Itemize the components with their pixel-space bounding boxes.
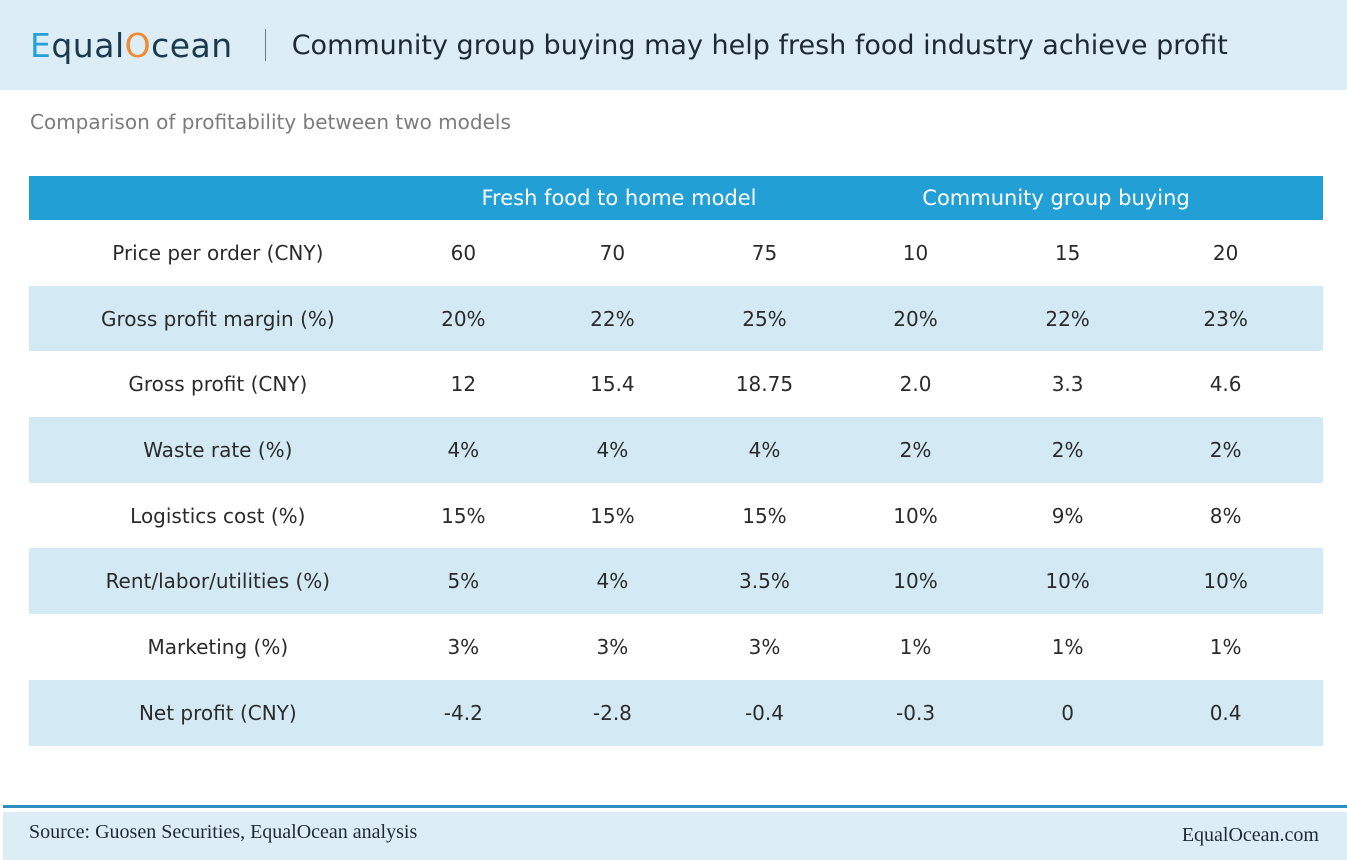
- table-cell: 9%: [1051, 503, 1084, 528]
- table-cell: 2.0: [899, 372, 932, 397]
- table-cell: 60: [450, 240, 477, 265]
- table-cell: 75: [751, 240, 778, 265]
- table-cell: 3%: [447, 634, 480, 659]
- row-label: Gross profit (CNY): [128, 372, 308, 397]
- table-row: Marketing (%) 3% 3% 3% 1% 1% 1%: [29, 614, 1323, 680]
- table-row: Gross profit margin (%) 20% 22% 25% 20% 22% 23…: [29, 285, 1323, 352]
- table-cell: 4%: [596, 569, 629, 594]
- table-cell: 15%: [590, 503, 635, 528]
- table-cell: 3%: [748, 634, 781, 659]
- table-cell: 2%: [899, 437, 932, 462]
- table-cell: 0: [1061, 700, 1074, 725]
- group-header-fresh-food: Fresh food to home model: [481, 186, 757, 210]
- table-cell: 20%: [441, 306, 486, 331]
- table-cell: 5%: [447, 569, 480, 594]
- table-row: Waste rate (%) 4% 4% 4% 2% 2% 2%: [29, 417, 1323, 483]
- table-cell: 3.3: [1051, 372, 1084, 397]
- chart-subtitle: Comparison of profitability between two …: [30, 110, 511, 134]
- table-cell: 20%: [893, 306, 938, 331]
- table-cell: 0.4: [1209, 700, 1242, 725]
- logo-cean: cean: [151, 25, 233, 65]
- table-cell: 15%: [742, 503, 787, 528]
- row-label: Waste rate (%): [143, 437, 293, 462]
- table-cell: 10%: [1203, 569, 1248, 594]
- source-note: Source: Guosen Securities, EqualOcean an…: [29, 821, 418, 843]
- table-cell: 10%: [893, 503, 938, 528]
- table-cell: 10%: [1045, 569, 1090, 594]
- table-row: Rent/labor/utilities (%) 5% 4% 3.5% 10% 10% 10…: [29, 548, 1323, 615]
- table-cell: 10%: [893, 569, 938, 594]
- table-row: Logistics cost (%) 15% 15% 15% 10% 9% 8%: [29, 483, 1323, 549]
- table-cell: 22%: [1045, 306, 1090, 331]
- table-row: Price per order (CNY) 60 70 75 10 15 20: [29, 220, 1323, 286]
- table-cell: 4.6: [1209, 372, 1242, 397]
- table-row: Gross profit (CNY) 12 15.4 18.75 2.0 3.3 4.6: [29, 351, 1323, 417]
- row-label: Logistics cost (%): [130, 503, 306, 528]
- logo-e: E: [30, 25, 52, 65]
- table-cell: 70: [599, 240, 626, 265]
- table-cell: 15: [1054, 240, 1081, 265]
- group-header-community: Community group buying: [922, 186, 1190, 210]
- table-cell: 8%: [1209, 503, 1242, 528]
- table-row: Net profit (CNY) -4.2 -2.8 -0.4 -0.3 0 0.4: [29, 679, 1323, 746]
- footer-rule: [3, 805, 1347, 808]
- table-cell: 22%: [590, 306, 635, 331]
- table-cell: 4%: [596, 437, 629, 462]
- table-cell: 3.5%: [739, 569, 790, 594]
- row-label: Marketing (%): [147, 634, 289, 659]
- table-cell: 4%: [748, 437, 781, 462]
- table-cell: 23%: [1203, 306, 1248, 331]
- page-title: Community group buying may help fresh fo…: [291, 29, 1228, 61]
- table-cell: 1%: [1051, 634, 1084, 659]
- group-header-row: Fresh food to home model Community group…: [29, 176, 1323, 220]
- table-cell: 20: [1212, 240, 1239, 265]
- row-label: Net profit (CNY): [138, 700, 297, 725]
- comparison-table: Fresh food to home model Community group…: [29, 176, 1323, 746]
- table-cell: 15.4: [590, 372, 635, 397]
- row-label: Rent/labor/utilities (%): [105, 569, 331, 594]
- site-link[interactable]: EqualOcean.com: [1181, 824, 1319, 846]
- table-cell: 10: [902, 240, 929, 265]
- table-cell: 18.75: [735, 372, 794, 397]
- row-label: Price per order (CNY): [112, 240, 324, 265]
- table-cell: 1%: [1209, 634, 1242, 659]
- table-cell: 12: [450, 372, 477, 397]
- table-cell: 2%: [1209, 437, 1242, 462]
- table-cell: 4%: [447, 437, 480, 462]
- table-body: Price per order (CNY) 60 70 75 10 15 20 Gross p…: [29, 220, 1323, 746]
- table-cell: -0.4: [744, 700, 784, 725]
- table-cell: 25%: [742, 306, 787, 331]
- header-divider: [264, 29, 266, 61]
- footer-bar: Source: Guosen Securities, EqualOcean an…: [3, 812, 1347, 860]
- logo-o: O: [124, 25, 152, 65]
- table-cell: -2.8: [592, 700, 632, 725]
- table-cell: 1%: [899, 634, 932, 659]
- table-cell: 2%: [1051, 437, 1084, 462]
- table-cell: -4.2: [443, 700, 483, 725]
- row-label: Gross profit margin (%): [100, 306, 335, 331]
- table-cell: -0.3: [896, 700, 936, 725]
- logo-qual: qual: [51, 25, 125, 65]
- table-cell: 3%: [596, 634, 629, 659]
- table-cell: 15%: [441, 503, 486, 528]
